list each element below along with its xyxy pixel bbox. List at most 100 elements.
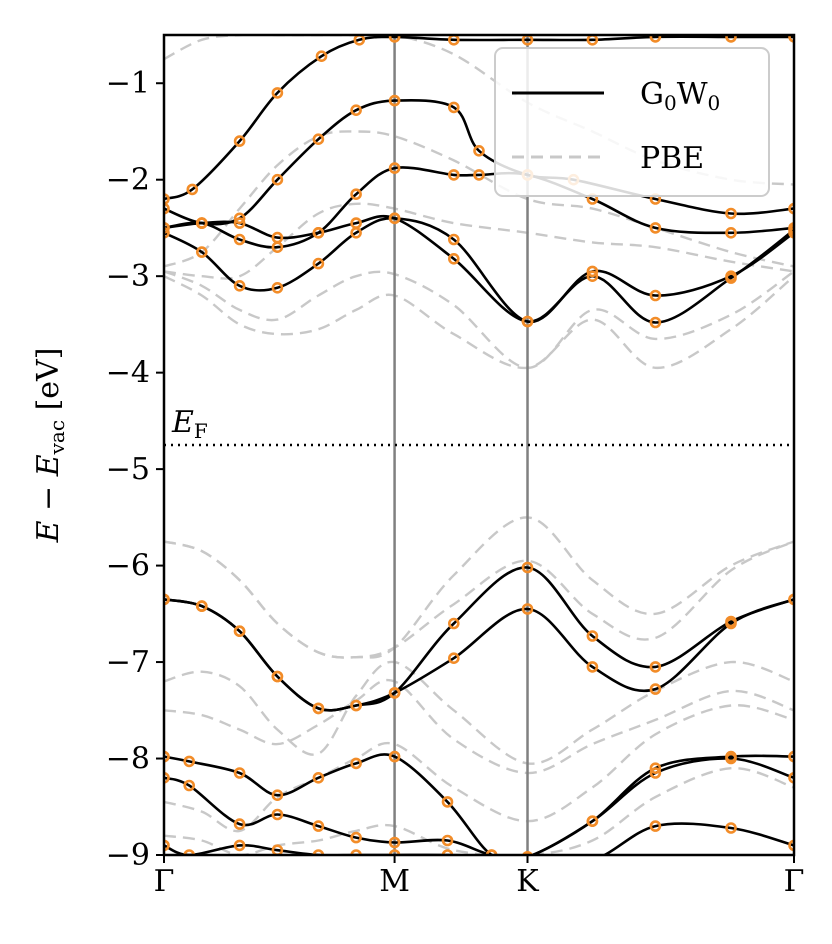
gw-marker (233, 212, 246, 225)
gw-marker (521, 561, 534, 574)
x-tick-label-M: M (379, 864, 410, 899)
pbe-band-line-14 (164, 275, 794, 370)
gw-marker (196, 217, 208, 229)
gw-marker (649, 222, 662, 234)
gw-marker (473, 145, 485, 157)
fermi-level-label: EF (171, 405, 208, 443)
gw-marker (441, 796, 454, 808)
y-tick-label: −8 (106, 742, 150, 777)
gw-marker (586, 661, 599, 673)
gw-marker (586, 815, 599, 828)
gw-marker (350, 188, 362, 200)
pbe-band-line-15 (164, 516, 794, 659)
gw-marker (485, 849, 498, 855)
y-tick-label: −6 (106, 549, 150, 584)
gw-marker (521, 315, 534, 328)
gw-marker (271, 281, 284, 294)
y-tick-label: −4 (106, 356, 150, 391)
legend-pbe-label: PBE (640, 141, 704, 176)
gw-marker (788, 772, 794, 784)
y-tick-label: −1 (106, 66, 150, 101)
gw-markers (164, 35, 794, 855)
y-tick-label: −2 (106, 163, 150, 198)
gw-marker (441, 834, 454, 847)
gw-marker (271, 789, 284, 802)
gw-marker (350, 757, 362, 770)
gw-marker (233, 217, 246, 229)
gw-marker (388, 35, 401, 43)
gw-marker (164, 222, 170, 234)
plot-frame (162, 33, 796, 857)
gw-marker (586, 630, 599, 642)
gw-marker (271, 808, 284, 821)
gw-marker (164, 593, 170, 606)
gw-marker (312, 257, 325, 270)
gw-marker (350, 831, 362, 844)
gw-marker (271, 173, 284, 186)
pbe-band-line-12 (164, 202, 794, 280)
gw-marker (521, 603, 534, 615)
gw-marker (388, 750, 401, 763)
gw-marker (312, 702, 325, 715)
gw-marker (388, 162, 401, 174)
gw-marker (271, 87, 284, 99)
gw-band-line-1 (164, 98, 794, 226)
pbe-band-line-16 (164, 540, 794, 659)
gw-marker (447, 233, 460, 246)
gw-marker (271, 231, 284, 244)
gw-marker (788, 593, 794, 606)
gw-marker (196, 600, 208, 612)
gw-marker (447, 652, 460, 665)
gw-marker (725, 207, 737, 220)
pbe-band-line-19 (164, 704, 794, 833)
x-tick-label-Γ: Γ (154, 864, 175, 899)
gw-marker (725, 822, 737, 834)
gw-marker (447, 169, 460, 181)
gw-marker (315, 50, 328, 63)
gw-marker (164, 227, 170, 239)
gw-marker (447, 252, 460, 265)
pbe-bands (164, 35, 794, 855)
pbe-band-line-13 (164, 270, 794, 370)
gw-marker (649, 762, 662, 775)
x-tick-label-K: K (516, 864, 539, 899)
gw-marker (350, 849, 362, 855)
legend-box (494, 47, 770, 197)
gw-marker (725, 272, 737, 284)
gw-marker (649, 661, 662, 673)
gw-marker (522, 851, 533, 855)
gw-marker (233, 839, 246, 852)
legend: G0W0 PBE (494, 47, 770, 197)
gw-marker (388, 687, 401, 699)
gw-marker (164, 750, 170, 763)
pbe-band-line-18 (164, 678, 794, 775)
gw-marker (788, 202, 794, 215)
x-tick-label-Γ: Γ (784, 864, 805, 899)
gw-marker (233, 135, 246, 147)
gw-marker (350, 699, 362, 712)
gw-marker (649, 316, 662, 329)
gw-marker (388, 836, 401, 849)
gw-marker (271, 670, 284, 683)
gw-marker (233, 767, 246, 779)
gw-marker (649, 289, 662, 302)
gw-marker (233, 279, 246, 292)
gw-marker (725, 227, 737, 239)
legend-gw-label: G0W0 (640, 77, 720, 115)
gw-marker (586, 270, 599, 283)
gw-marker (388, 212, 401, 225)
gw-marker (164, 772, 170, 784)
gw-marker (312, 820, 325, 832)
gw-marker (312, 849, 325, 855)
y-tick-label: −5 (106, 452, 150, 487)
gw-marker (350, 104, 362, 116)
gw-marker (312, 133, 325, 145)
gw-marker (233, 625, 246, 638)
gw-marker (183, 755, 195, 768)
y-tick-label: −7 (106, 645, 150, 680)
gw-marker (788, 224, 794, 236)
y-axis: −1 −2 −3 −4 −5 −6 −7 −8 −9 (106, 66, 164, 873)
gw-marker (788, 839, 794, 852)
